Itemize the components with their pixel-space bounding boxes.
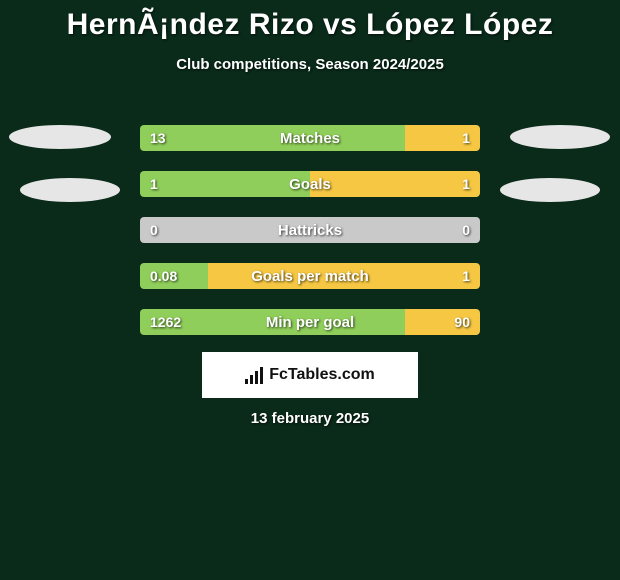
avatar-left-1 <box>9 125 111 149</box>
stat-row: 131Matches <box>140 125 480 151</box>
stat-value-right: 0 <box>462 217 470 243</box>
stat-value-right: 90 <box>454 309 470 335</box>
stat-value-left: 0.08 <box>150 263 177 289</box>
avatar-left-2 <box>20 178 120 202</box>
stat-value-left: 13 <box>150 125 166 151</box>
stat-label: Hattricks <box>140 217 480 243</box>
page-subtitle: Club competitions, Season 2024/2025 <box>0 56 620 73</box>
stat-value-right: 1 <box>462 125 470 151</box>
stat-value-right: 1 <box>462 263 470 289</box>
avatar-right-1 <box>510 125 610 149</box>
stat-bar-left <box>140 125 405 151</box>
avatar-right-2 <box>500 178 600 202</box>
date-label: 13 february 2025 <box>0 410 620 427</box>
stat-row: 126290Min per goal <box>140 309 480 335</box>
stat-bar-left <box>140 171 310 197</box>
fctables-logo: FcTables.com <box>202 352 418 398</box>
stat-bar-right <box>310 171 480 197</box>
logo-text: FcTables.com <box>269 366 375 384</box>
stat-value-left: 1262 <box>150 309 181 335</box>
stat-value-right: 1 <box>462 171 470 197</box>
stat-bar-right <box>208 263 480 289</box>
stat-row: 0 0Hattricks <box>140 217 480 243</box>
logo-bars-icon <box>245 366 263 384</box>
stat-value-left: 1 <box>150 171 158 197</box>
stat-row: 0.081Goals per match <box>140 263 480 289</box>
stat-row: 11Goals <box>140 171 480 197</box>
stat-value-left: 0 <box>150 217 158 243</box>
comparison-rows: 131Matches11Goals00Hattricks0.081Goals p… <box>140 125 480 355</box>
page-title: HernÃ¡ndez Rizo vs López López <box>0 0 620 42</box>
